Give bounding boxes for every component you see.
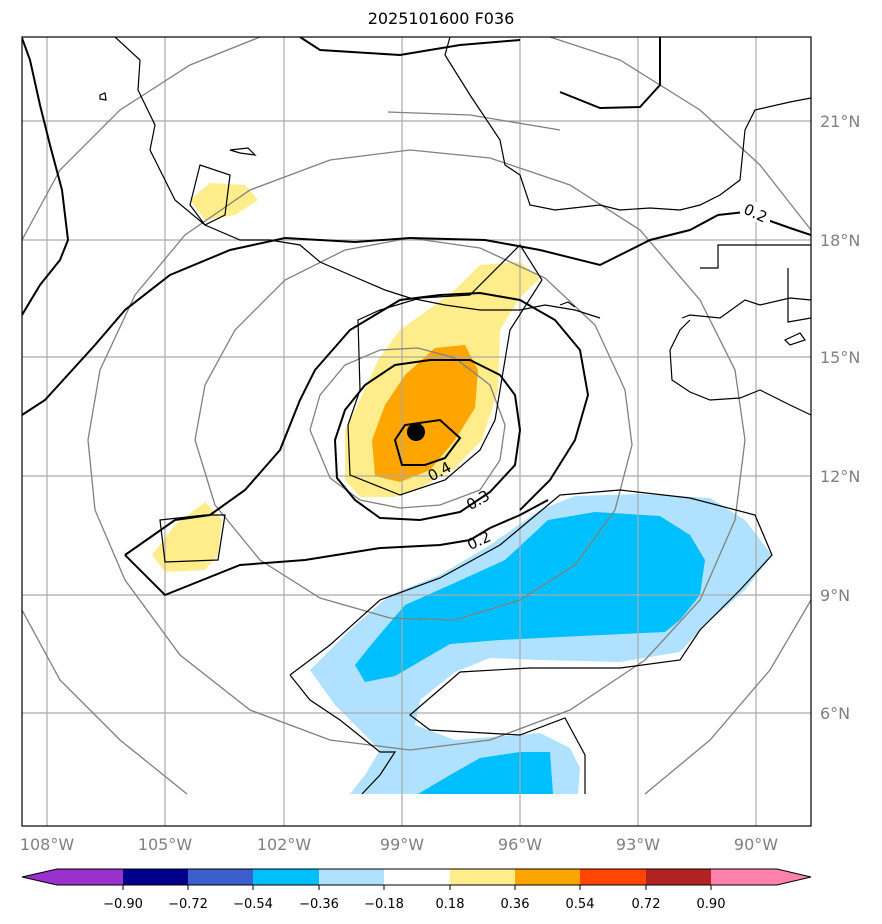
lon-label-105w: 105°W (138, 835, 193, 854)
range-rings (22, 37, 811, 795)
colorbar-tick-label: 0.72 (632, 897, 661, 912)
lon-label-102w: 102°W (257, 835, 312, 854)
colorbar-tick-label: 0.54 (566, 897, 595, 912)
negative-field (310, 494, 772, 794)
lat-label-9n: 9°N (820, 586, 850, 605)
colorbar-tick-label: −0.72 (168, 897, 208, 912)
colorbar-tick-label: −0.18 (364, 897, 404, 912)
colorbar-tick-label: −0.54 (233, 897, 273, 912)
lat-label-12n: 12°N (820, 467, 860, 486)
lat-label-21n: 21°N (820, 112, 860, 131)
lat-label-18n: 18°N (820, 231, 860, 250)
colorbar-swatch (319, 869, 384, 885)
colorbar-over-extend (777, 869, 811, 885)
colorbar-tick-label: 0.36 (501, 897, 530, 912)
lat-label-15n: 15°N (820, 348, 860, 367)
colorbar-tick-label: 0.18 (436, 897, 465, 912)
lon-label-99w: 99°W (380, 835, 424, 854)
colorbar-under-extend (22, 869, 57, 885)
colorbar-swatch (57, 869, 123, 885)
colorbar-tick-label: 0.90 (697, 897, 726, 912)
lat-label-6n: 6°N (820, 704, 850, 723)
contours (22, 37, 811, 597)
lon-label-96w: 96°W (498, 835, 542, 854)
colorbar-swatch (515, 869, 580, 885)
colorbar-swatch (188, 869, 253, 885)
colorbar-tick-label: −0.36 (299, 897, 339, 912)
colorbar: −0.90 −0.72 −0.54 −0.36 −0.18 0.18 0.36 … (21, 868, 812, 912)
map-frame (21, 36, 812, 827)
colorbar-tick-label: −0.90 (103, 897, 143, 912)
colorbar-outline (21, 868, 812, 886)
colorbar-swatch (711, 869, 777, 885)
lon-label-108w: 108°W (20, 835, 75, 854)
colorbar-swatch (123, 869, 188, 885)
coastlines (99, 37, 811, 795)
positive-field (152, 183, 540, 572)
contour-label-0-3: 0.3 (463, 487, 493, 515)
lon-label-93w: 93°W (616, 835, 660, 854)
latitude-labels: 21°N 18°N 15°N 12°N 9°N 6°N (820, 112, 860, 723)
colorbar-swatch (384, 869, 450, 885)
colorbar-swatch (580, 869, 646, 885)
plot-title: 2025101600 F036 (367, 9, 515, 28)
lon-label-90w: 90°W (734, 835, 778, 854)
colorbar-swatch (253, 869, 319, 885)
colorbar-swatch (646, 869, 711, 885)
storm-center-marker (407, 423, 425, 441)
longitude-labels: 108°W 105°W 102°W 99°W 96°W 93°W 90°W (20, 835, 778, 854)
colorbar-swatch (450, 869, 515, 885)
gridlines (22, 37, 811, 826)
